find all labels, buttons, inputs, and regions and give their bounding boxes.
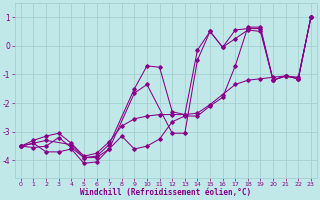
X-axis label: Windchill (Refroidissement éolien,°C): Windchill (Refroidissement éolien,°C) — [80, 188, 252, 197]
